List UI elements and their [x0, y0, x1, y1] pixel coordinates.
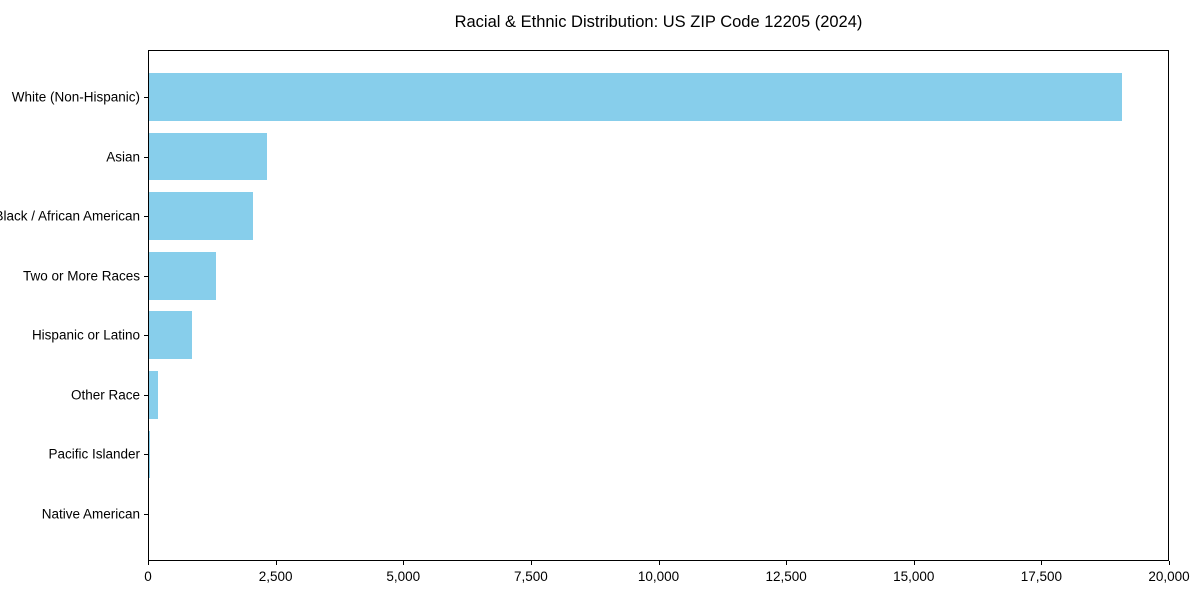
bar-two-or-more-races	[149, 251, 217, 300]
x-tick-label: 7,500	[513, 569, 548, 584]
y-tick-mark	[144, 513, 148, 515]
x-tick-mark	[275, 561, 277, 565]
x-tick-label: 0	[144, 569, 152, 584]
x-tick-mark	[403, 561, 405, 565]
y-tick-label: Black / African American	[0, 208, 140, 224]
y-tick-mark	[144, 156, 148, 158]
bar-asian	[149, 132, 268, 181]
y-tick-label: Native American	[41, 506, 140, 522]
bar-other-race	[149, 371, 158, 419]
x-tick-label: 10,000	[637, 569, 680, 584]
bar-black-african-american	[149, 192, 253, 240]
y-tick-mark	[144, 97, 148, 99]
x-tick-label: 15,000	[893, 569, 935, 584]
x-tick-mark	[658, 561, 660, 565]
bar-hispanic-or-latino	[149, 311, 192, 360]
plot-area	[148, 50, 1169, 561]
y-tick-label: Other Race	[70, 387, 140, 403]
y-tick-label: Hispanic or Latino	[31, 327, 140, 343]
bar-pacific-islander	[149, 430, 151, 479]
bar-white-non-hispanic	[149, 73, 1123, 121]
y-tick-mark	[144, 335, 148, 337]
x-tick-label: 20,000	[1148, 569, 1190, 584]
x-tick-mark	[1169, 561, 1170, 565]
y-tick-label: Pacific Islander	[48, 446, 140, 462]
x-tick-mark	[913, 561, 915, 565]
x-tick-label: 5,000	[386, 569, 421, 584]
y-tick-mark	[144, 216, 148, 218]
x-tick-label: 12,500	[765, 569, 807, 584]
y-tick-mark	[144, 275, 148, 277]
x-tick-mark	[148, 561, 149, 565]
y-tick-label: Asian	[106, 149, 140, 165]
x-tick-mark	[1041, 561, 1043, 565]
y-tick-mark	[144, 394, 148, 396]
y-tick-mark	[144, 454, 148, 456]
chart-title: Racial & Ethnic Distribution: US ZIP Cod…	[454, 13, 863, 31]
x-tick-mark	[530, 561, 532, 565]
y-tick-label: White (Non-Hispanic)	[11, 89, 140, 105]
y-tick-label: Two or More Races	[22, 268, 140, 284]
x-tick-label: 2,500	[258, 569, 293, 584]
x-tick-mark	[786, 561, 788, 565]
x-tick-label: 17,500	[1020, 569, 1063, 584]
